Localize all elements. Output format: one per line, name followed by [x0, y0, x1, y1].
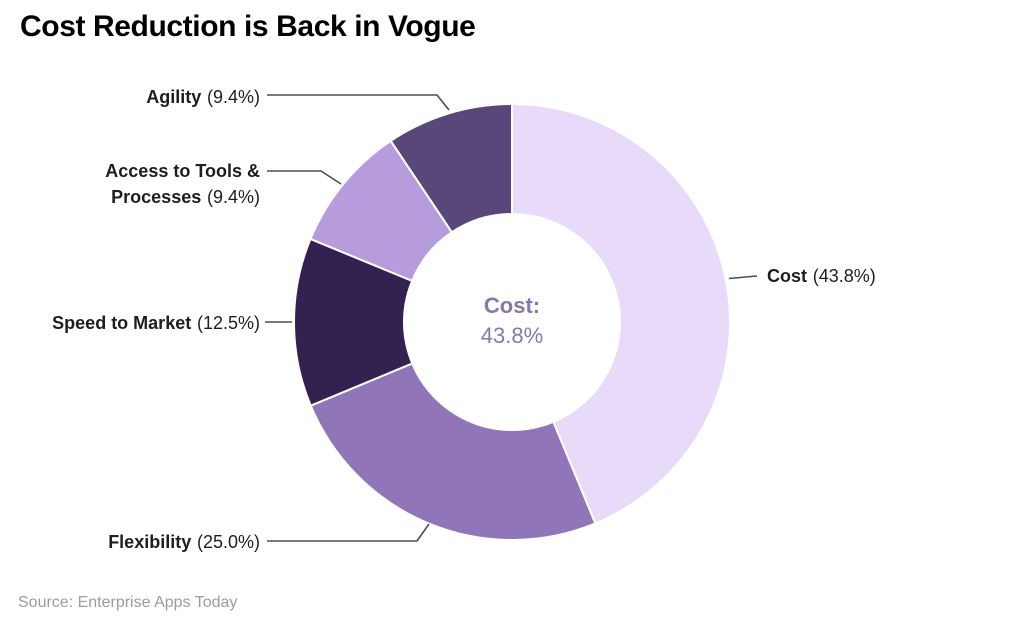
slice-percent: (25.0%) [196, 532, 260, 552]
leader-line-agility [267, 94, 450, 111]
leader-line-access-to-tools [267, 170, 342, 185]
slice-label-cost: Cost (43.8%) [767, 263, 876, 289]
source-note: Source: Enterprise Apps Today [18, 594, 238, 611]
center-label-value: 43.8% [480, 322, 544, 348]
slice-percent: (12.5%) [196, 313, 260, 333]
pie-slice-flexibility [309, 362, 597, 541]
page-title: Cost Reduction is Back in Vogue [20, 10, 476, 43]
slice-name: Agility [146, 87, 202, 107]
slice-label-speed-to-market: Speed to Market (12.5%) [20, 310, 260, 336]
slice-percent: (43.8%) [812, 266, 876, 286]
slice-label-flexibility: Flexibility (25.0%) [20, 529, 260, 555]
leader-lines [265, 94, 758, 542]
slice-name: Access to Tools & Processes [105, 161, 260, 207]
slice-label-agility: Agility (9.4%) [20, 84, 260, 110]
slice-percent: (9.4%) [206, 87, 260, 107]
donut-center-label: Cost: 43.8% [481, 291, 543, 351]
leader-line-flexibility [267, 523, 430, 542]
pie-slice-agility [389, 103, 513, 234]
slice-percent: (9.4%) [206, 187, 260, 207]
slice-name: Flexibility [108, 532, 192, 552]
donut-slices [293, 103, 731, 541]
pie-slice-cost [511, 103, 731, 525]
center-label-title: Cost: [483, 292, 541, 318]
slice-name: Speed to Market [52, 313, 192, 333]
slice-label-access-to-tools: Access to Tools & Processes (9.4%) [20, 158, 260, 210]
leader-line-cost [728, 275, 758, 280]
slice-name: Cost [767, 266, 807, 286]
